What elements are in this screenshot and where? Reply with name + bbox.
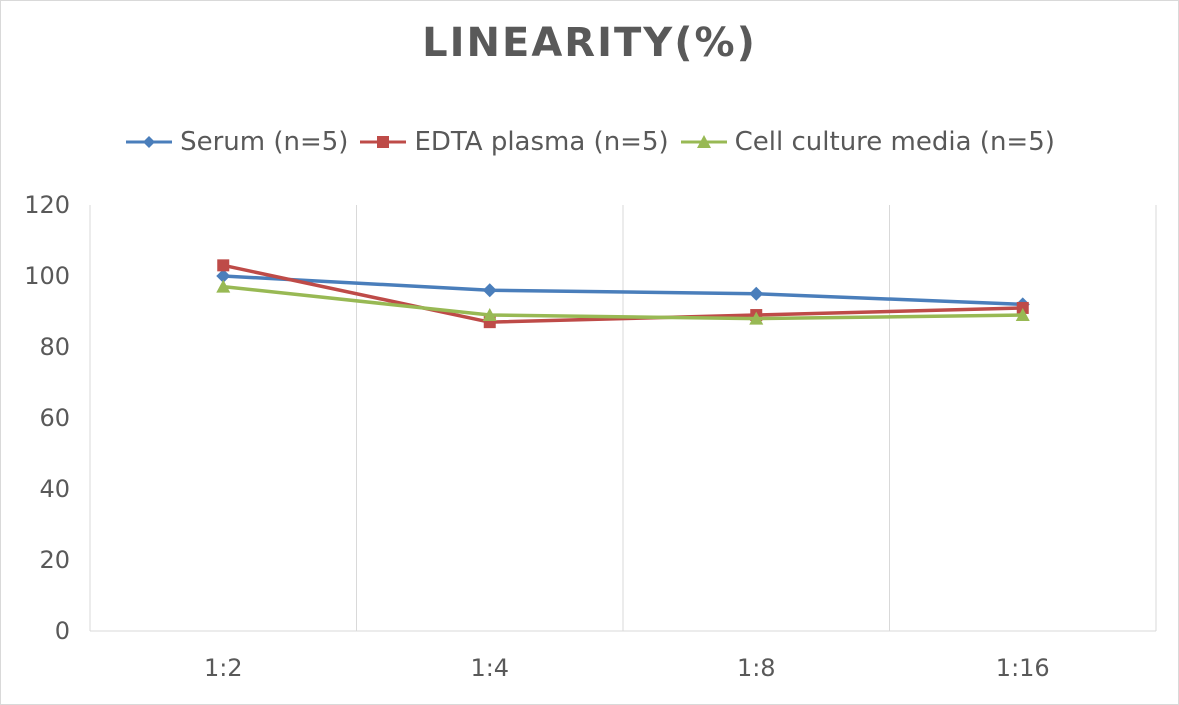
data-point-edta-plasma [1016,301,1029,314]
data-point-serum [216,269,231,283]
legend: Serum (n=5) EDTA plasma (n=5) Cell cultu… [0,120,1179,164]
series-line-cell-culture-media [223,284,1023,321]
data-point-cell-culture-media [482,308,497,322]
series-line-serum [223,274,1023,307]
legend-label-edta-plasma: EDTA plasma (n=5) [414,127,669,157]
data-point-edta-plasma [217,259,230,272]
x-tick-label: 1:8 [737,654,776,682]
legend-swatch-serum [126,136,173,148]
data-point-cell-culture-media [216,279,231,293]
y-tick-label: 120 [24,191,70,219]
x-tick-label: 1:16 [996,654,1050,682]
y-tick-label: 100 [24,262,70,290]
y-tick-label: 80 [39,333,70,361]
legend-label-cell-culture-media: Cell culture media (n=5) [734,127,1055,157]
legend-swatch-cell-culture-media [680,135,727,148]
legend-item-serum: Serum (n=5) [124,127,348,157]
y-tick-label: 60 [39,404,70,432]
x-tick-label: 1:2 [204,654,243,682]
series-line-edta-plasma [222,263,1023,324]
legend-label-serum: Serum (n=5) [180,127,349,157]
legend-item-cell-culture-media: Cell culture media (n=5) [679,127,1055,157]
y-tick-label: 40 [39,475,70,503]
chart-title: LINEARITY(%) [422,20,757,66]
y-tick-label: 20 [39,546,70,574]
data-point-cell-culture-media [749,311,764,325]
legend-item-edta-plasma: EDTA plasma (n=5) [358,127,669,157]
legend-swatch-edta-plasma [360,136,407,148]
data-point-serum [482,283,497,298]
data-point-serum [749,286,764,301]
x-tick-label: 1:4 [470,654,509,682]
data-point-cell-culture-media [1015,308,1030,322]
y-tick-label: 0 [55,617,70,645]
